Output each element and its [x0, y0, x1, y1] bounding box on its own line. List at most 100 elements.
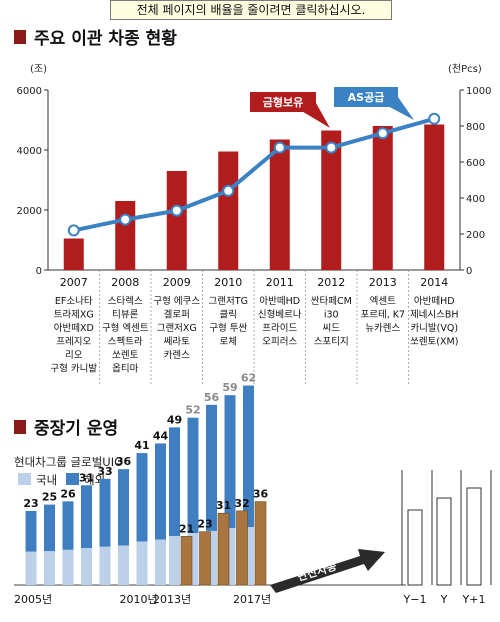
square-bullet-icon	[14, 420, 26, 434]
total-label: 62	[241, 372, 256, 385]
model-name: 클릭	[220, 309, 237, 321]
model-name: 아반떼HD	[414, 296, 455, 307]
total-label: 31	[79, 471, 94, 484]
chart1-title: 주요 이관 차종 현황	[34, 29, 177, 49]
discontinued-label: 31	[216, 499, 231, 512]
future-bar-outline	[407, 509, 423, 586]
legend-domestic: 국내	[36, 473, 57, 487]
bar-2014	[424, 124, 445, 270]
domestic-segment	[206, 530, 217, 585]
x-label: 2013년	[153, 593, 191, 606]
model-name: 제네시스BH	[410, 310, 459, 321]
model-name: 구형 에쿠스	[153, 296, 200, 307]
model-name: 신형베르나	[258, 310, 302, 321]
left-tick-label: 4000	[17, 146, 42, 157]
model-name: 쏘렌토	[112, 350, 138, 361]
overseas-segment	[99, 478, 111, 547]
total-label: 26	[60, 487, 76, 500]
bar-2011	[269, 139, 290, 270]
overseas-segment	[25, 511, 37, 552]
category-label: 2009	[163, 276, 191, 289]
overseas-segment	[81, 485, 92, 549]
total-label: 25	[42, 491, 57, 504]
model-name: 스펙트라	[108, 337, 143, 348]
discontinued-label: 36	[253, 488, 269, 501]
domestic-segment	[136, 541, 148, 585]
bar-2012	[321, 130, 342, 270]
model-name: 티뷰론	[112, 310, 138, 321]
legend-swatch-overseas	[66, 473, 79, 485]
model-name: 그랜저TG	[209, 296, 248, 307]
model-name: 프레지오	[56, 337, 91, 348]
model-name: 카렌스	[164, 350, 190, 361]
right-tick-label: 0	[466, 266, 472, 277]
model-name: 씨드	[323, 323, 341, 334]
overseas-segment	[136, 453, 148, 542]
domestic-segment	[155, 539, 166, 585]
line-point-2014	[428, 112, 441, 125]
model-name: 엑센트	[370, 295, 396, 307]
discontinued-bar	[199, 531, 211, 586]
line-point-2012	[325, 141, 338, 154]
chart2-title: 중장기 운영	[34, 419, 118, 439]
line-point-2010	[222, 184, 235, 197]
discontinued-bar	[236, 510, 248, 586]
callout-line-series: AS공급	[334, 87, 414, 120]
total-label: 33	[97, 465, 112, 478]
total-label: 49	[167, 413, 182, 426]
left-tick-label: 2000	[17, 206, 42, 217]
chart1-ticks: 0 2000 4000 6000 0 200 400 600 800 1000	[17, 86, 492, 277]
right-tick-label: 1000	[466, 86, 491, 97]
model-name: 리오	[65, 350, 83, 361]
bar-2013	[372, 126, 393, 270]
total-label: 56	[204, 391, 220, 404]
as-supply-line	[73, 116, 435, 233]
future-label: Y	[440, 593, 448, 606]
callout-bar-pointer	[282, 103, 330, 128]
model-name: 포르테, K7	[360, 310, 405, 321]
model-name: 그랜저XG	[157, 323, 197, 334]
category-label: 2008	[111, 276, 139, 289]
category-label: 2012	[317, 276, 345, 289]
chart2-subtitle: 현대차그룹 글로벌UIO	[14, 455, 123, 469]
domestic-segment	[169, 536, 180, 585]
category-label: 2010	[214, 276, 242, 289]
overseas-segment	[118, 469, 129, 546]
callout-line-box	[334, 87, 398, 107]
discontinued-bar	[180, 536, 193, 586]
dark-arrow-shape	[270, 549, 385, 593]
overseas-segment	[206, 404, 217, 531]
total-label: 36	[116, 455, 132, 468]
callout-bar-box	[250, 92, 316, 112]
overseas-segment	[224, 395, 236, 529]
callout-bar-series: 금형보유	[250, 92, 330, 128]
overseas-segment	[243, 385, 254, 528]
model-name: 옵티마	[112, 364, 138, 375]
category-label: 2011	[266, 276, 294, 289]
left-unit-label: (조)	[30, 64, 47, 75]
zoom-notice[interactable]: 전체 페이지의 배율을 줄이려면 클릭하십시오.	[110, 0, 392, 20]
domestic-segment	[25, 551, 37, 585]
domestic-segment	[243, 527, 254, 585]
future-bar-outline	[466, 487, 482, 586]
discontinued-bar	[217, 512, 230, 586]
domestic-segment	[44, 551, 55, 585]
overseas-segment	[44, 504, 55, 552]
bar-2009	[166, 171, 187, 270]
category-label: 2007	[60, 276, 88, 289]
discontinued-label: 32	[234, 497, 249, 510]
discontinued-bar	[254, 501, 267, 586]
x-label: 2010년	[120, 593, 158, 606]
model-name: 카니발(VQ)	[410, 323, 458, 334]
callout-bar-label: 금형보유	[263, 95, 303, 109]
square-bullet-icon	[14, 30, 26, 44]
model-name: 쎄라토	[164, 337, 190, 348]
chart1-bars	[63, 124, 445, 270]
model-name: EF소나타	[55, 296, 93, 307]
model-name: 트라제XG	[54, 310, 94, 321]
